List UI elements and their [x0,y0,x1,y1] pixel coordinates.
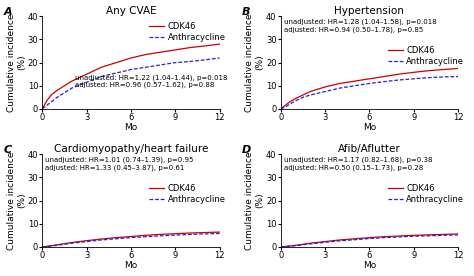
Text: unadjusted: HR=1.17 (0.82–1.68), p=0.38
adjusted: HR=0.50 (0.15–1.73), p=0.28: unadjusted: HR=1.17 (0.82–1.68), p=0.38 … [284,157,432,171]
X-axis label: Mo: Mo [124,261,137,270]
Legend: CDK46, Anthracycline: CDK46, Anthracycline [388,46,464,66]
Title: Any CVAE: Any CVAE [106,6,156,15]
X-axis label: Mo: Mo [124,123,137,132]
Title: Cardiomyopathy/heart failure: Cardiomyopathy/heart failure [54,144,208,153]
Legend: CDK46, Anthracycline: CDK46, Anthracycline [149,22,226,42]
Y-axis label: Cumulative incidence
(%): Cumulative incidence (%) [245,13,264,112]
Text: C: C [3,145,11,155]
Text: unadjusted: HR=1.28 (1.04–1.58), p=0.018
adjusted: HR=0.94 (0.50–1.78), p=0.85: unadjusted: HR=1.28 (1.04–1.58), p=0.018… [284,19,437,33]
X-axis label: Mo: Mo [363,261,376,270]
Legend: CDK46, Anthracycline: CDK46, Anthracycline [388,184,464,204]
Y-axis label: Cumulative incidence
(%): Cumulative incidence (%) [245,151,264,250]
Text: B: B [242,7,250,17]
X-axis label: Mo: Mo [363,123,376,132]
Y-axis label: Cumulative incidence
(%): Cumulative incidence (%) [7,13,26,112]
Text: A: A [3,7,12,17]
Y-axis label: Cumulative incidence
(%): Cumulative incidence (%) [7,151,26,250]
Text: unadjusted: HR=1.01 (0.74–1.39), p=0.95
adjusted: HR=1.33 (0.45–3.87), p=0.61: unadjusted: HR=1.01 (0.74–1.39), p=0.95 … [45,157,193,171]
Legend: CDK46, Anthracycline: CDK46, Anthracycline [149,184,226,204]
Text: D: D [242,145,251,155]
Text: unadjusted: HR=1.22 (1.04–1.44), p=0.018
adjusted: HR=0.96 (0.57–1.62), p=0.88: unadjusted: HR=1.22 (1.04–1.44), p=0.018… [75,74,228,88]
Title: Afib/Aflutter: Afib/Aflutter [338,144,401,153]
Title: Hypertension: Hypertension [335,6,404,15]
